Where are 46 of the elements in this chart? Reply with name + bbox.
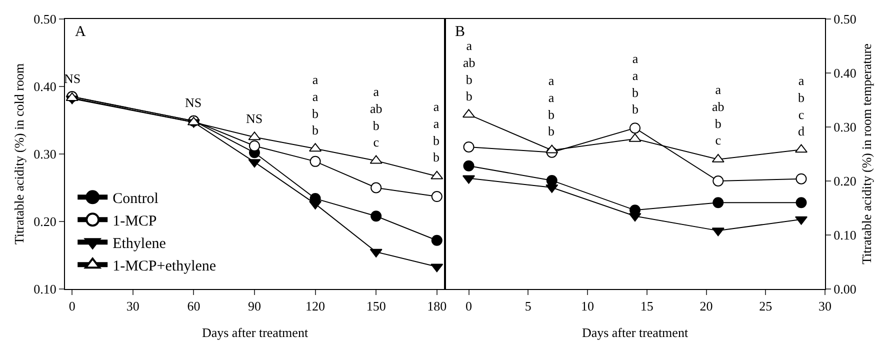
y-tick-label: 0.20: [34, 214, 56, 230]
x-tick-label: 90: [248, 298, 261, 314]
legend-label: Control: [112, 191, 158, 207]
x-tick-label: 120: [306, 298, 326, 314]
x-tick-label: 30: [818, 298, 832, 314]
x-tick-label: 0: [68, 298, 76, 314]
x-tick-label: 30: [126, 298, 140, 314]
chart-title: A: [75, 24, 86, 40]
x-tick-label: 10: [581, 298, 594, 314]
y-tick-label: 0.40: [834, 66, 856, 81]
annotation: a ab b b: [463, 38, 476, 104]
x-tick-label: 15: [640, 298, 654, 314]
x-tick-label: 180: [427, 298, 447, 314]
legend-label: Ethylene: [112, 236, 166, 252]
legend-label: 1-MCP: [112, 214, 157, 230]
y-axis-title: Titratable acidity (%) in cold room: [12, 63, 27, 245]
x-tick-label: 60: [187, 298, 200, 314]
y-tick-label: 0.50: [834, 12, 856, 27]
x-tick-label: 0: [466, 298, 472, 314]
y-tick-label: 0.00: [834, 282, 856, 297]
y-tick-label: 0.40: [34, 79, 56, 94]
y-tick-label: 0.30: [34, 146, 56, 162]
legend-label: 1-MCP+ethylene: [112, 258, 216, 274]
y-tick-label: 0.20: [834, 174, 856, 189]
annotation: a a b b: [312, 72, 318, 138]
y-tick-label: 0.10: [34, 282, 56, 297]
x-axis-title: Days after treatment: [582, 325, 688, 340]
annotation: a ab b c: [712, 82, 724, 148]
annotation: a a b b: [632, 51, 638, 117]
x-tick-label: 25: [759, 298, 772, 314]
annotation: a b c d: [798, 73, 805, 139]
annotation: a a b b: [548, 73, 554, 139]
annotation: a a b b: [433, 99, 440, 165]
annotation: NS: [246, 111, 263, 126]
y-tick-label: 0.10: [834, 228, 856, 243]
x-tick-label: 150: [366, 298, 386, 314]
chart-title: B: [455, 24, 466, 40]
annotation: NS: [64, 71, 81, 86]
x-tick-label: 20: [700, 298, 713, 314]
y-tick-label: 0.30: [834, 120, 856, 135]
x-tick-label: 5: [524, 298, 532, 314]
annotation: NS: [185, 95, 202, 110]
annotation: a ab b c: [370, 84, 382, 150]
y-axis-title: Titratable acidity (%) in room temperature: [858, 43, 874, 264]
y-tick-label: 0.50: [34, 12, 56, 27]
x-axis-title: Days after treatment: [202, 325, 308, 340]
